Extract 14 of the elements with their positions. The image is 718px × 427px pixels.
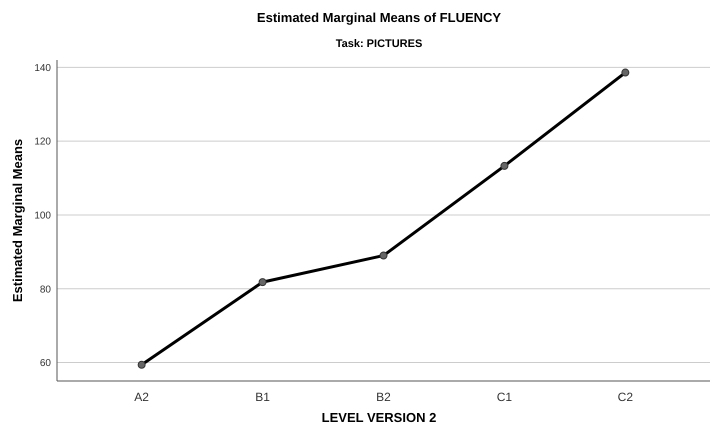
chart-subtitle: Task: PICTURES [336, 38, 422, 50]
x-tick-label: B2 [376, 390, 392, 404]
y-tick-label: 60 [40, 358, 52, 370]
x-tick-label: C2 [618, 390, 634, 404]
x-tick-label: A2 [134, 390, 150, 404]
y-tick-label: 140 [34, 62, 52, 74]
y-tick-label: 120 [34, 136, 52, 148]
x-tick-label: C1 [496, 390, 512, 404]
x-axis-title: LEVEL VERSION 2 [322, 410, 436, 425]
chart-title: Estimated Marginal Means of FLUENCY [256, 10, 502, 25]
y-tick-label: 100 [34, 210, 52, 222]
x-tick-label: B1 [255, 390, 270, 404]
y-axis-title: Estimated Marginal Means [10, 138, 25, 302]
y-tick-label: 80 [40, 284, 52, 296]
